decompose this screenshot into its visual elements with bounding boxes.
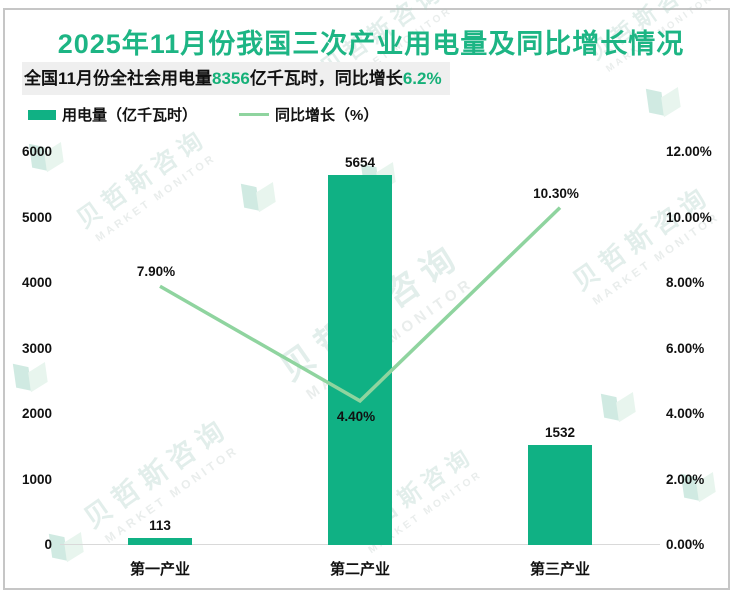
bar-value-label: 113 [149, 517, 171, 533]
right-axis-tick: 12.00% [666, 144, 712, 159]
right-axis-tick: 10.00% [666, 209, 712, 225]
growth-line [159, 206, 562, 404]
line-point-label: 4.40% [336, 408, 376, 424]
subtitle-value: 8356 [211, 69, 250, 88]
left-axis-tick: 3000 [21, 340, 52, 356]
legend-item-bar: 用电量（亿千瓦时） [28, 104, 197, 125]
right-axis-tick: 2.00% [666, 471, 705, 487]
panel-border [3, 8, 730, 590]
line-swatch-icon [239, 112, 270, 117]
subtitle-growth: 6.2% [402, 69, 442, 88]
category-label: 第三产业 [529, 561, 591, 578]
line-point-label: 10.30% [533, 185, 579, 201]
left-axis-tick: 2000 [21, 406, 52, 421]
subtitle-banner: 全国11月份全社会用电量8356亿千瓦时，同比增长6.2% [22, 62, 450, 95]
left-axis-tick: 0 [44, 537, 52, 552]
left-axis-tick: 6000 [21, 144, 52, 159]
right-axis-tick: 4.00% [666, 406, 705, 421]
subtitle-middle: 亿千瓦时，同比增长 [249, 69, 403, 88]
left-axis-tick: 5000 [21, 209, 52, 225]
page-title: 2025年11月份我国三次产业用电量及同比增长情况 [57, 29, 685, 59]
right-axis-tick: 8.00% [666, 275, 705, 290]
left-axis-tick: 4000 [21, 275, 52, 290]
legend: 用电量（亿千瓦时） 同比增长（%） [28, 104, 378, 125]
bar-value-label: 1532 [544, 424, 576, 440]
right-axis-tick: 6.00% [666, 340, 705, 356]
line-point-label: 7.90% [136, 264, 176, 280]
bar-1 [128, 537, 192, 545]
bar-value-label: 5654 [344, 154, 376, 170]
bar-swatch-icon [28, 109, 56, 120]
right-axis-tick: 0.00% [666, 537, 705, 552]
bar-3 [528, 444, 592, 545]
left-axis-tick: 1000 [21, 471, 52, 487]
legend-item-line: 同比增长（%） [239, 104, 378, 125]
legend-line-label: 同比增长（%） [275, 107, 379, 124]
bar-2 [328, 174, 392, 545]
subtitle-prefix: 全国11月份全社会用电量 [24, 69, 212, 88]
plot-area: 0 1000 2000 3000 4000 5000 6000 0.00% 2.00% 4.00%… [22, 144, 712, 578]
legend-bar-label: 用电量（亿千瓦时） [62, 107, 198, 124]
category-label: 第二产业 [329, 561, 391, 578]
category-label: 第一产业 [129, 561, 191, 578]
